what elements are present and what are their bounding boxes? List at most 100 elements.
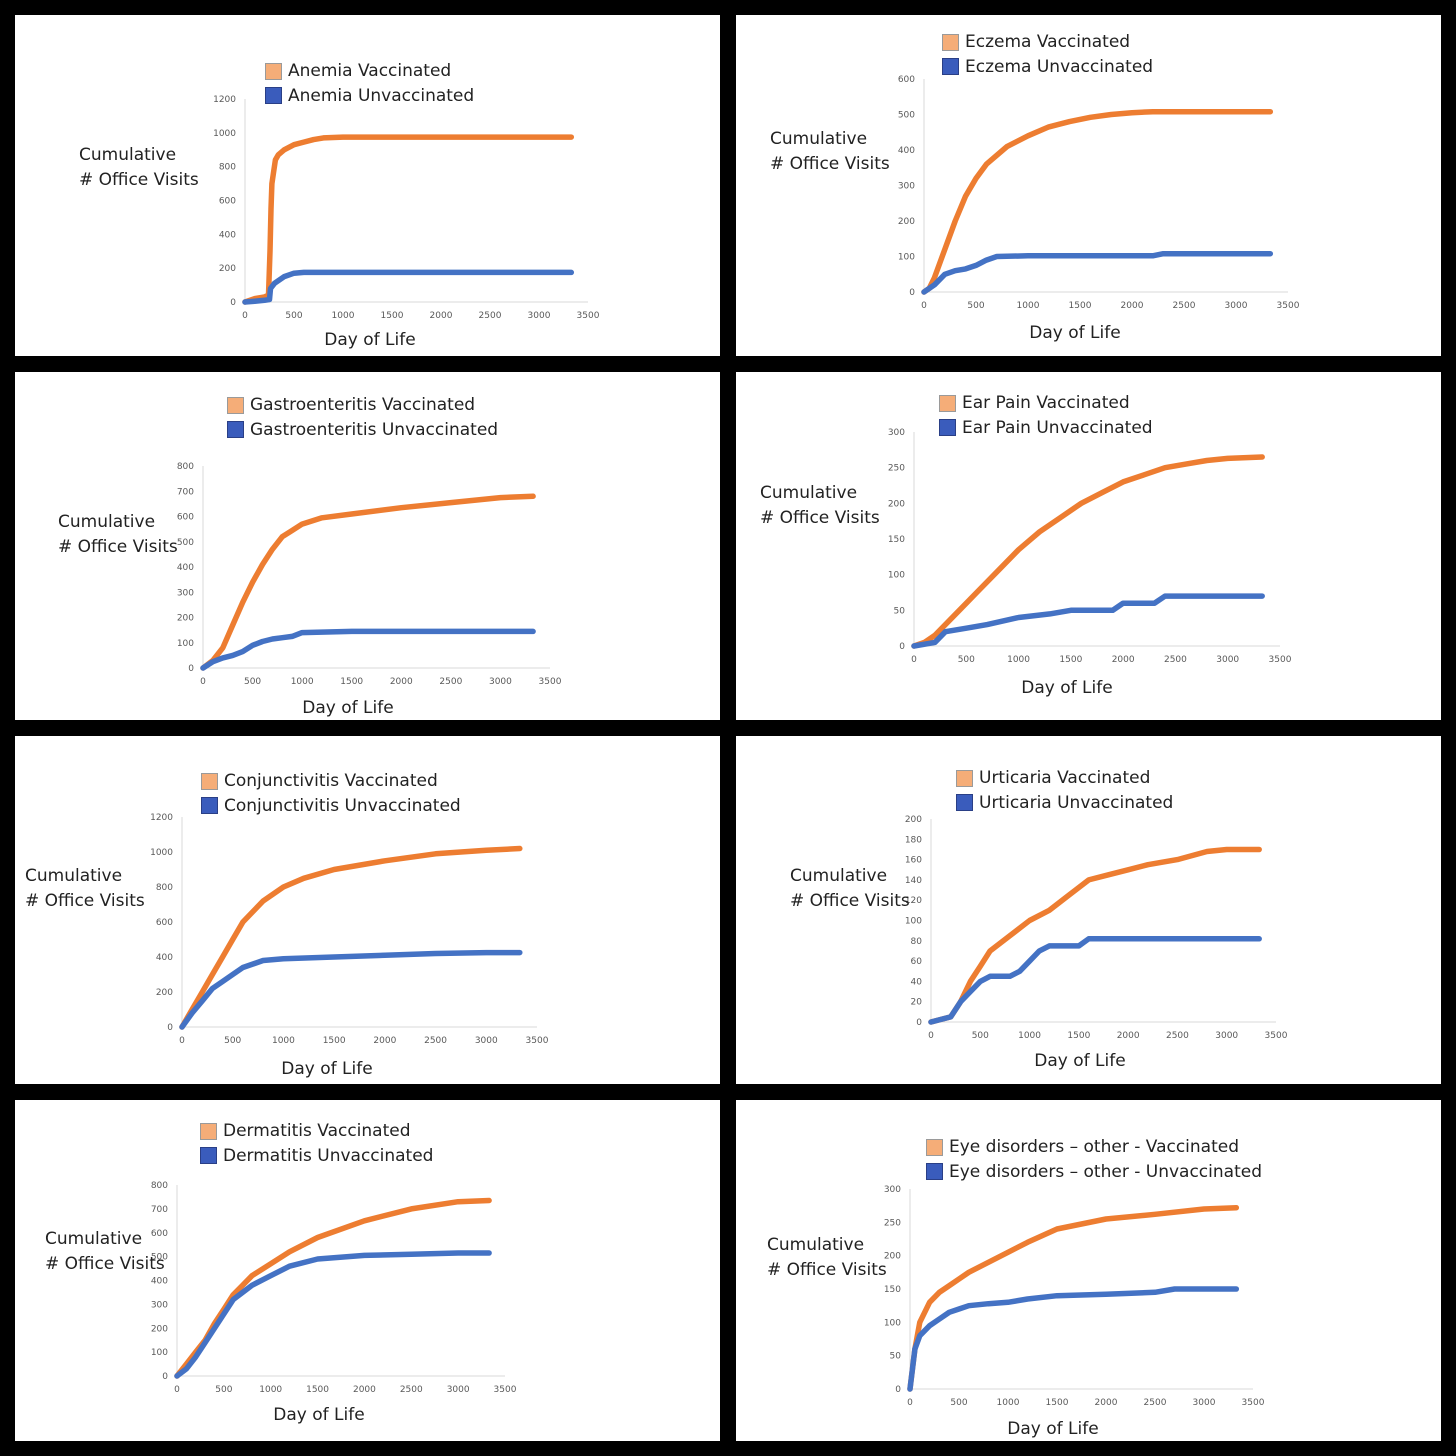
legend-label: Conjunctivitis Unvaccinated [224, 795, 461, 816]
x-tick-label: 1500 [1069, 301, 1092, 311]
y-axis-label-line: # Office Visits [767, 1259, 887, 1280]
x-tick-label: 2000 [390, 677, 413, 687]
chart-panel: 0 100 200 300 400 500 600 700 800 0 500 1000 1500 200… [15, 1100, 720, 1441]
legend: Eczema Vaccinated Eczema Unvaccinated [942, 30, 1153, 79]
legend-entry: Gastroenteritis Unvaccinated [227, 418, 498, 443]
y-tick-label: 120 [905, 896, 922, 906]
x-axis-label: Day of Life [1029, 323, 1121, 343]
x-axis-label: Day of Life [302, 698, 394, 718]
chart-plot: 0 200 400 600 800 1000 1200 0 500 1000 1500 2000 250… [213, 95, 600, 321]
x-tick-label: 3500 [494, 1385, 517, 1395]
x-tick-label: 500 [958, 655, 975, 665]
y-tick-label: 250 [888, 464, 905, 474]
x-tick-label: 1500 [1046, 1398, 1069, 1408]
x-tick-label: 2000 [1095, 1398, 1118, 1408]
x-tick-label: 2500 [424, 1036, 447, 1046]
x-axis-label: Day of Life [281, 1059, 373, 1079]
x-tick-label: 1500 [306, 1385, 329, 1395]
chart-panel: 0 200 400 600 800 1000 1200 0 500 1000 1500 2000 250… [15, 15, 720, 356]
legend-label: Conjunctivitis Vaccinated [224, 771, 438, 791]
y-tick-label: 100 [888, 571, 905, 581]
legend-entry: Eye disorders – other - Vaccinated [926, 1135, 1262, 1160]
legend-label: Dermatitis Vaccinated [223, 1121, 411, 1141]
x-tick-label: 500 [215, 1385, 232, 1395]
x-tick-label: 3000 [447, 1385, 470, 1395]
x-tick-label: 1500 [1067, 1031, 1090, 1041]
x-axis-label: Day of Life [1021, 678, 1113, 698]
series-line-vaccinated [179, 845, 523, 1030]
chart-plot: 0 200 400 600 800 1000 1200 0 500 1000 1500 2000 250… [150, 813, 549, 1046]
y-tick-label: 600 [156, 918, 173, 928]
x-tick-label: 0 [200, 677, 206, 687]
y-tick-label: 0 [916, 1018, 922, 1028]
y-tick-label: 500 [151, 1253, 168, 1263]
y-tick-label: 0 [895, 1385, 901, 1395]
y-tick-label: 400 [156, 953, 173, 963]
y-tick-label: 600 [177, 513, 194, 523]
y-tick-label: 150 [888, 535, 905, 545]
chart-plot: 0 100 200 300 400 500 600 0 500 1000 1500 2000 2500 3… [898, 75, 1300, 311]
legend-entry: Urticaria Unvaccinated [956, 791, 1173, 816]
y-tick-label: 0 [162, 1372, 168, 1382]
x-tick-label: 2000 [1117, 1031, 1140, 1041]
y-tick-label: 200 [177, 614, 194, 624]
y-axis-label-line: # Office Visits [770, 153, 890, 174]
x-tick-label: 2500 [1166, 1031, 1189, 1041]
x-tick-label: 1500 [323, 1036, 346, 1046]
legend-swatch [942, 33, 959, 51]
x-tick-label: 3500 [577, 311, 600, 321]
x-tick-label: 2000 [1121, 301, 1144, 311]
x-tick-label: 3000 [489, 677, 512, 687]
y-tick-label: 40 [911, 977, 923, 987]
x-tick-label: 500 [244, 677, 261, 687]
x-tick-label: 500 [285, 311, 302, 321]
y-tick-label: 100 [151, 1348, 168, 1358]
legend-swatch [939, 394, 956, 412]
x-tick-label: 3500 [1277, 301, 1300, 311]
y-tick-label: 200 [888, 499, 905, 509]
legend-label: Ear Pain Unvaccinated [962, 417, 1153, 438]
x-tick-label: 500 [972, 1031, 989, 1041]
legend-label: Eczema Vaccinated [965, 32, 1131, 52]
legend-label: Gastroenteritis Unvaccinated [250, 419, 499, 440]
x-tick-label: 1500 [381, 311, 404, 321]
legend-entry: Ear Pain Unvaccinated [939, 416, 1153, 441]
y-axis-label: Cumulative # Office Visits [770, 127, 890, 176]
x-tick-label: 3000 [475, 1036, 498, 1046]
x-tick-label: 3500 [526, 1036, 549, 1046]
legend-label: Anemia Vaccinated [288, 61, 452, 81]
legend-entry: Eczema Vaccinated [942, 30, 1153, 55]
legend-entry: Dermatitis Vaccinated [200, 1119, 433, 1144]
x-tick-label: 1000 [1017, 301, 1040, 311]
y-tick-label: 250 [884, 1218, 901, 1228]
x-axis-label: Day of Life [324, 330, 416, 350]
series-line-vaccinated [242, 134, 575, 305]
chart-plot: 0 100 200 300 400 500 600 700 800 0 500 1000 1500 200… [177, 462, 562, 687]
x-tick-label: 1000 [259, 1385, 282, 1395]
series-line-unvaccinated [174, 1250, 492, 1379]
y-axis-label: Cumulative # Office Visits [767, 1233, 887, 1282]
x-tick-label: 3500 [1242, 1398, 1265, 1408]
x-tick-label: 1000 [1018, 1031, 1041, 1041]
legend-label: Urticaria Unvaccinated [979, 792, 1174, 813]
legend: Eye disorders – other - Vaccinated Eye di… [926, 1135, 1262, 1184]
series-line-unvaccinated [911, 593, 1265, 649]
y-tick-label: 300 [888, 428, 905, 438]
chart-panel: 0 50 100 150 200 250 300 0 500 1000 1500 2000 2500 30… [736, 1100, 1441, 1441]
y-axis-label: Cumulative # Office Visits [25, 864, 145, 913]
x-tick-label: 2500 [479, 311, 502, 321]
x-tick-label: 2000 [430, 311, 453, 321]
y-tick-label: 0 [167, 1023, 173, 1033]
x-tick-label: 500 [967, 301, 984, 311]
y-axis-label-line: Cumulative [79, 145, 177, 165]
x-tick-label: 0 [911, 655, 917, 665]
series-line-vaccinated [907, 1204, 1240, 1392]
y-tick-label: 500 [177, 538, 194, 548]
x-tick-label: 0 [242, 311, 248, 321]
y-tick-label: 1200 [213, 95, 236, 105]
x-tick-label: 0 [907, 1398, 913, 1408]
y-tick-label: 150 [884, 1285, 901, 1295]
